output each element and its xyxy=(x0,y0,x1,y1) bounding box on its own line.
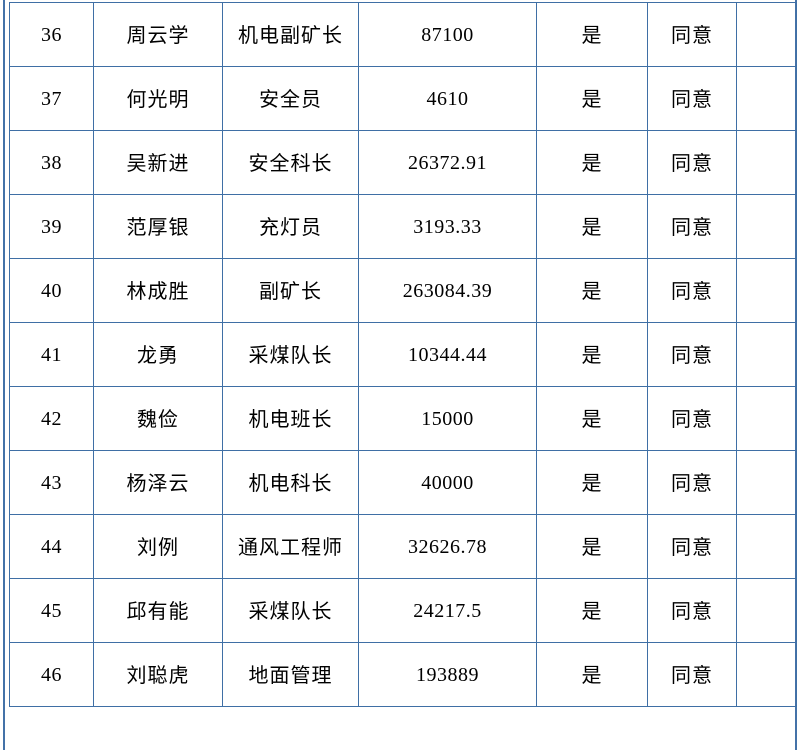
cell-flag: 是 xyxy=(536,578,648,643)
cell-opinion: 同意 xyxy=(647,514,737,579)
cell-index: 42 xyxy=(9,386,94,451)
cell-opinion: 同意 xyxy=(647,578,737,643)
cell-post: 采煤队长 xyxy=(222,322,359,387)
cell-post: 通风工程师 xyxy=(222,514,359,579)
cell-name: 刘聪虎 xyxy=(93,642,223,707)
cell-opinion: 同意 xyxy=(647,66,737,131)
cell-amount: 26372.91 xyxy=(358,130,537,195)
cell-flag: 是 xyxy=(536,514,648,579)
cell-note xyxy=(736,642,797,707)
cell-index: 45 xyxy=(9,578,94,643)
cell-note xyxy=(736,258,797,323)
cell-amount: 4610 xyxy=(358,66,537,131)
table-row: 45 邱有能 采煤队长 24217.5 是 同意 xyxy=(9,578,797,643)
cell-amount: 193889 xyxy=(358,642,537,707)
table-row: 43 杨泽云 机电科长 40000 是 同意 xyxy=(9,450,797,515)
cell-index: 44 xyxy=(9,514,94,579)
cell-amount: 263084.39 xyxy=(358,258,537,323)
cell-name: 魏俭 xyxy=(93,386,223,451)
cell-amount: 40000 xyxy=(358,450,537,515)
cell-post: 采煤队长 xyxy=(222,578,359,643)
cell-amount: 3193.33 xyxy=(358,194,537,259)
cell-index: 39 xyxy=(9,194,94,259)
cell-opinion: 同意 xyxy=(647,450,737,515)
cell-amount: 10344.44 xyxy=(358,322,537,387)
cell-opinion: 同意 xyxy=(647,258,737,323)
cell-name: 杨泽云 xyxy=(93,450,223,515)
cell-name: 刘例 xyxy=(93,514,223,579)
cell-index: 46 xyxy=(9,642,94,707)
cell-post: 安全科长 xyxy=(222,130,359,195)
table-row: 44 刘例 通风工程师 32626.78 是 同意 xyxy=(9,514,797,579)
table-body: 36 周云学 机电副矿长 87100 是 同意 37 何光明 安全员 4610 … xyxy=(9,2,797,707)
table-row: 42 魏俭 机电班长 15000 是 同意 xyxy=(9,386,797,451)
cell-flag: 是 xyxy=(536,450,648,515)
table-row: 40 林成胜 副矿长 263084.39 是 同意 xyxy=(9,258,797,323)
cell-note xyxy=(736,2,797,67)
cell-post: 机电科长 xyxy=(222,450,359,515)
cell-flag: 是 xyxy=(536,322,648,387)
cell-index: 36 xyxy=(9,2,94,67)
cell-note xyxy=(736,450,797,515)
cell-amount: 15000 xyxy=(358,386,537,451)
table-row: 36 周云学 机电副矿长 87100 是 同意 xyxy=(9,2,797,67)
cell-amount: 87100 xyxy=(358,2,537,67)
cell-index: 41 xyxy=(9,322,94,387)
table-row: 39 范厚银 充灯员 3193.33 是 同意 xyxy=(9,194,797,259)
cell-flag: 是 xyxy=(536,66,648,131)
cell-note xyxy=(736,514,797,579)
cell-name: 林成胜 xyxy=(93,258,223,323)
cell-name: 何光明 xyxy=(93,66,223,131)
table-row: 38 吴新进 安全科长 26372.91 是 同意 xyxy=(9,130,797,195)
cell-note xyxy=(736,194,797,259)
cell-flag: 是 xyxy=(536,258,648,323)
payment-table: 36 周云学 机电副矿长 87100 是 同意 37 何光明 安全员 4610 … xyxy=(9,2,797,707)
cell-opinion: 同意 xyxy=(647,386,737,451)
cell-flag: 是 xyxy=(536,194,648,259)
cell-opinion: 同意 xyxy=(647,2,737,67)
cell-opinion: 同意 xyxy=(647,130,737,195)
cell-opinion: 同意 xyxy=(647,322,737,387)
table-row: 46 刘聪虎 地面管理 193889 是 同意 xyxy=(9,642,797,707)
cell-note xyxy=(736,66,797,131)
table-row: 41 龙勇 采煤队长 10344.44 是 同意 xyxy=(9,322,797,387)
cell-post: 机电班长 xyxy=(222,386,359,451)
cell-name: 龙勇 xyxy=(93,322,223,387)
cell-post: 地面管理 xyxy=(222,642,359,707)
cell-flag: 是 xyxy=(536,386,648,451)
cell-opinion: 同意 xyxy=(647,194,737,259)
cell-index: 40 xyxy=(9,258,94,323)
cell-flag: 是 xyxy=(536,642,648,707)
cell-note xyxy=(736,386,797,451)
cell-index: 37 xyxy=(9,66,94,131)
cell-name: 邱有能 xyxy=(93,578,223,643)
cell-note xyxy=(736,130,797,195)
cell-post: 充灯员 xyxy=(222,194,359,259)
cell-note xyxy=(736,322,797,387)
cell-amount: 32626.78 xyxy=(358,514,537,579)
table-row: 37 何光明 安全员 4610 是 同意 xyxy=(9,66,797,131)
cell-flag: 是 xyxy=(536,2,648,67)
cell-name: 周云学 xyxy=(93,2,223,67)
cell-post: 副矿长 xyxy=(222,258,359,323)
cell-note xyxy=(736,578,797,643)
cell-name: 范厚银 xyxy=(93,194,223,259)
page-left-rule xyxy=(3,0,5,750)
cell-opinion: 同意 xyxy=(647,642,737,707)
cell-name: 吴新进 xyxy=(93,130,223,195)
cell-flag: 是 xyxy=(536,130,648,195)
cell-post: 机电副矿长 xyxy=(222,2,359,67)
cell-index: 43 xyxy=(9,450,94,515)
cell-amount: 24217.5 xyxy=(358,578,537,643)
cell-post: 安全员 xyxy=(222,66,359,131)
cell-index: 38 xyxy=(9,130,94,195)
